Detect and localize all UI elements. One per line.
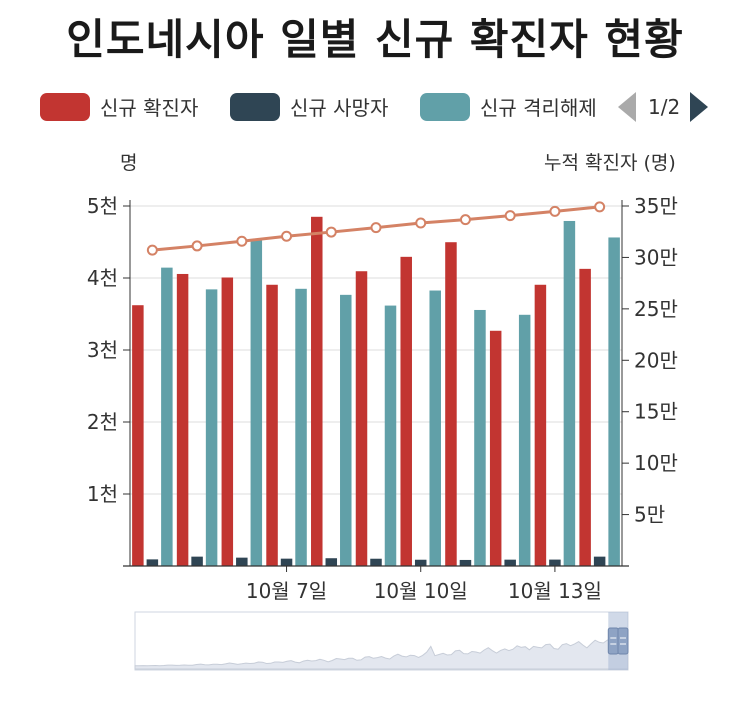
right-axis-name: 누적 확진자 (명)	[544, 152, 676, 174]
legend-swatch-new-deaths	[230, 92, 280, 121]
cumulative-point	[146, 244, 158, 256]
left-axis-name: 명	[120, 152, 138, 174]
legend-item-new-cases[interactable]: 신규 확진자	[40, 92, 198, 121]
bar-new-cases	[534, 284, 547, 566]
cumulative-line-series	[146, 201, 606, 256]
chart-title: 인도네시아 일별 신규 확진자 현황	[66, 15, 684, 64]
legend-next-page-icon[interactable]	[690, 92, 709, 122]
bar-new-deaths	[370, 558, 382, 566]
bar-new-recoveries	[250, 239, 263, 566]
bar-new-deaths	[146, 559, 159, 566]
bar-new-recoveries	[563, 220, 576, 566]
bar-new-recoveries	[161, 267, 173, 566]
right-axis-tick-label: 10만	[634, 451, 678, 475]
left-axis-tick-label: 3천	[87, 338, 118, 362]
right-axis-tick-label: 5만	[634, 503, 665, 527]
legend-prev-page-icon[interactable]	[618, 92, 636, 122]
cumulative-point	[370, 222, 382, 234]
right-axis-tick-label: 15만	[634, 400, 678, 424]
left-axis-tick-label: 1천	[87, 482, 118, 506]
bar-new-recoveries	[340, 294, 352, 566]
legend-label-new-cases: 신규 확진자	[100, 96, 199, 120]
right-axis-tick-label: 25만	[634, 297, 678, 321]
bar-new-deaths	[593, 556, 606, 566]
left-axis-tick-label: 2천	[87, 410, 118, 434]
cumulative-point	[281, 230, 293, 242]
bar-new-cases	[355, 271, 368, 566]
grid-lines	[130, 205, 622, 495]
axes: 1천 2천 3천 4천 5천 5만 10만 15만 20만 25만 30만 35만 10월 7일 10월 …	[87, 194, 678, 603]
right-axis-tick-label: 35만	[634, 194, 678, 218]
bar-new-cases	[176, 273, 189, 566]
bar-new-deaths	[280, 558, 293, 566]
legend-swatch-new-cases	[40, 92, 90, 121]
bar-new-cases	[132, 305, 144, 566]
bar-series	[132, 216, 620, 567]
legend-pager: 1/2	[618, 92, 709, 122]
bar-new-recoveries	[205, 289, 218, 566]
legend-label-new-deaths: 신규 사망자	[290, 96, 389, 120]
bar-new-deaths	[504, 559, 516, 566]
x-axis-tick-label: 10월 7일	[246, 579, 327, 603]
bar-new-recoveries	[474, 309, 486, 566]
cumulative-point	[236, 235, 248, 247]
cumulative-point	[325, 226, 337, 238]
zoom-slider-handle-end[interactable]	[617, 627, 629, 655]
cumulative-point	[504, 210, 516, 222]
legend-label-new-recoveries: 신규 격리해제	[480, 96, 597, 120]
bar-new-deaths	[236, 557, 248, 566]
legend-page-indicator: 1/2	[648, 95, 681, 119]
right-axis-tick-label: 20만	[634, 348, 678, 372]
bar-new-deaths	[414, 559, 427, 566]
cumulative-point	[459, 214, 471, 226]
bar-new-cases	[311, 216, 323, 567]
cumulative-point	[191, 240, 203, 252]
legend: 신규 확진자 신규 사망자 신규 격리해제 1/2	[40, 88, 720, 128]
x-axis-tick-label: 10월 10일	[374, 579, 468, 603]
bar-new-recoveries	[518, 314, 531, 566]
bar-new-deaths	[325, 558, 338, 566]
bar-new-cases	[266, 284, 278, 566]
bar-new-deaths	[549, 559, 561, 566]
bar-new-cases	[579, 268, 591, 566]
legend-swatch-new-recoveries	[420, 92, 470, 121]
bar-new-deaths	[459, 559, 472, 566]
bar-new-cases	[400, 256, 412, 566]
x-axis-tick-label: 10월 13일	[508, 579, 602, 603]
left-axis-tick-label: 5천	[87, 194, 118, 218]
cumulative-point	[549, 205, 561, 217]
left-axis-tick-label: 4천	[87, 266, 118, 290]
right-axis-tick-label: 30만	[634, 245, 678, 269]
cumulative-point	[594, 201, 606, 213]
bar-new-cases	[489, 330, 502, 566]
zoom-slider-handle-start[interactable]	[607, 627, 619, 655]
bar-new-cases	[445, 242, 457, 566]
cumulative-point	[415, 217, 427, 229]
bar-new-recoveries	[429, 290, 441, 566]
legend-item-new-recoveries[interactable]: 신규 격리해제	[420, 92, 617, 121]
legend-item-new-deaths[interactable]: 신규 사망자	[230, 92, 388, 121]
bar-new-recoveries	[295, 288, 307, 566]
zoom-slider	[134, 611, 629, 671]
zoom-slider-overview	[134, 637, 629, 670]
bar-new-recoveries	[384, 305, 397, 566]
bar-new-recoveries	[608, 237, 620, 567]
bar-new-cases	[221, 277, 234, 566]
bar-new-deaths	[191, 556, 203, 566]
